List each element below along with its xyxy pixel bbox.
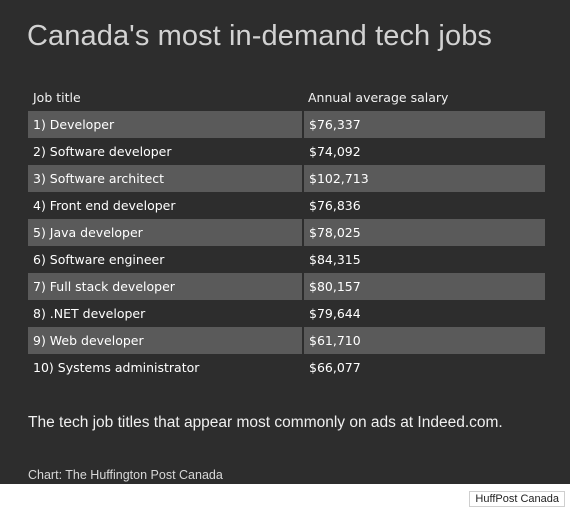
table-row: 9) Web developer $61,710 <box>28 327 545 354</box>
salary-cell: $66,077 <box>309 360 361 375</box>
table-row: 7) Full stack developer $80,157 <box>28 273 545 300</box>
job-title-cell: 3) Software architect <box>28 165 304 192</box>
salary-cell: $79,644 <box>309 306 361 321</box>
job-title-cell: 2) Software developer <box>28 138 304 165</box>
table-row: 3) Software architect $102,713 <box>28 165 545 192</box>
table-row: 8) .NET developer $79,644 <box>28 300 545 327</box>
table-row: 10) Systems administrator $66,077 <box>28 354 545 381</box>
table-row: 1) Developer $76,337 <box>28 111 545 138</box>
job-title-cell: 4) Front end developer <box>28 192 304 219</box>
huffpost-watermark: HuffPost Canada <box>469 491 565 507</box>
job-title-cell: 10) Systems administrator <box>28 354 304 381</box>
chart-source: Chart: The Huffington Post Canada <box>28 468 223 482</box>
column-header-job-title: Job title <box>33 90 81 105</box>
salary-cell: $74,092 <box>309 144 361 159</box>
salary-cell: $76,836 <box>309 198 361 213</box>
table-row: 5) Java developer $78,025 <box>28 219 545 246</box>
chart-subtitle: The tech job titles that appear most com… <box>28 414 503 431</box>
job-title-cell: 8) .NET developer <box>28 300 304 327</box>
salary-cell: $78,025 <box>303 219 545 246</box>
table-body: 1) Developer $76,337 2) Software developer… <box>28 111 545 381</box>
chart-panel: Canada's most in-demand tech jobs Job ti… <box>0 0 570 484</box>
salary-cell: $102,713 <box>303 165 545 192</box>
salary-cell: $76,337 <box>303 111 545 138</box>
chart-title: Canada's most in-demand tech jobs <box>27 20 493 52</box>
job-title-cell: 1) Developer <box>28 111 304 138</box>
table-row: 6) Software engineer $84,315 <box>28 246 545 273</box>
column-header-salary: Annual average salary <box>308 90 449 105</box>
table-row: 4) Front end developer $76,836 <box>28 192 545 219</box>
salary-cell: $84,315 <box>309 252 361 267</box>
job-title-cell: 6) Software engineer <box>28 246 304 273</box>
job-title-cell: 5) Java developer <box>28 219 304 246</box>
job-title-cell: 9) Web developer <box>28 327 304 354</box>
table-header-row: Job title Annual average salary <box>28 84 545 111</box>
jobs-table: Job title Annual average salary 1) Devel… <box>28 84 545 381</box>
table-row: 2) Software developer $74,092 <box>28 138 545 165</box>
salary-cell: $61,710 <box>303 327 545 354</box>
salary-cell: $80,157 <box>303 273 545 300</box>
job-title-cell: 7) Full stack developer <box>28 273 304 300</box>
